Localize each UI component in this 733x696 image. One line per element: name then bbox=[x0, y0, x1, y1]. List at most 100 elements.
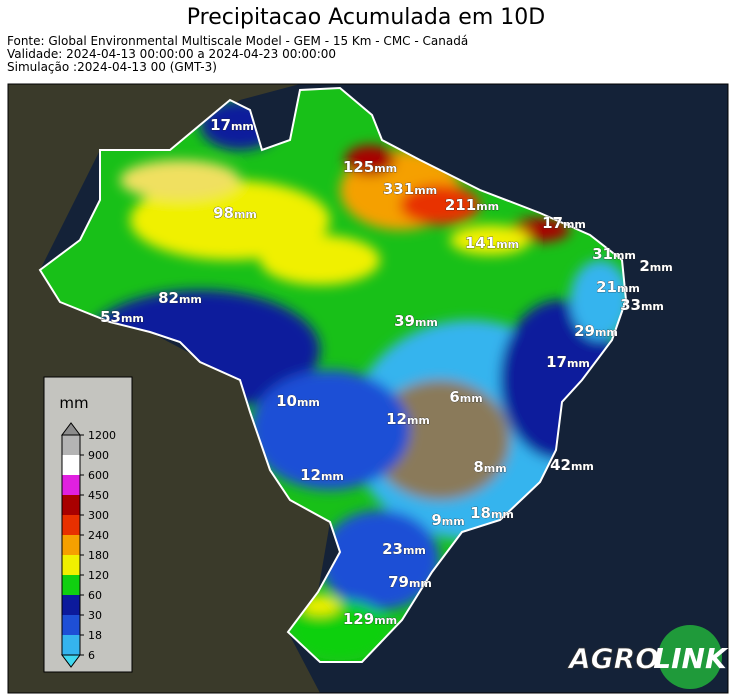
rain-value: 21 bbox=[596, 278, 617, 296]
rain-unit: mm bbox=[374, 162, 397, 175]
tick-label: 120 bbox=[88, 569, 109, 582]
rain-label: 39mm bbox=[394, 312, 438, 330]
rain-label: 42mm bbox=[550, 456, 594, 474]
rain-label: 331mm bbox=[383, 180, 437, 198]
rain-label: 9mm bbox=[431, 511, 464, 529]
rain-value: 6 bbox=[449, 388, 459, 406]
rain-unit: mm bbox=[409, 577, 432, 590]
rain-value: 23 bbox=[382, 540, 403, 558]
rain-value: 12 bbox=[300, 466, 321, 484]
color-band bbox=[62, 575, 80, 595]
rain-unit: mm bbox=[179, 293, 202, 306]
rain-value: 18 bbox=[470, 504, 491, 522]
color-band bbox=[62, 615, 80, 635]
rain-label: 29mm bbox=[574, 322, 618, 340]
rain-unit: mm bbox=[297, 396, 320, 409]
legend-title: mm bbox=[59, 394, 88, 412]
rain-value: 33 bbox=[620, 296, 641, 314]
tick-label: 240 bbox=[88, 529, 109, 542]
rain-label: 12mm bbox=[386, 410, 430, 428]
color-band bbox=[62, 495, 80, 515]
legend-box bbox=[43, 376, 133, 673]
rain-unit: mm bbox=[571, 460, 594, 473]
color-band bbox=[62, 555, 80, 575]
legend: mm 6 18 30 60 120 180 240 300 450 600 900 1200 bbox=[43, 376, 133, 673]
rain-value: 8 bbox=[473, 458, 483, 476]
rain-label: 17mm bbox=[546, 353, 590, 371]
rain-value: 39 bbox=[394, 312, 415, 330]
rain-value: 79 bbox=[388, 573, 409, 591]
tick-label: 6 bbox=[88, 649, 95, 662]
rain-value: 98 bbox=[213, 204, 234, 222]
rain-value: 211 bbox=[445, 196, 476, 214]
rain-unit: mm bbox=[496, 238, 519, 251]
rain-value: 31 bbox=[592, 245, 613, 263]
rain-unit: mm bbox=[403, 544, 426, 557]
rain-value: 17 bbox=[542, 214, 563, 232]
rain-value: 10 bbox=[276, 392, 297, 410]
tick-label: 30 bbox=[88, 609, 102, 622]
color-band bbox=[62, 535, 80, 555]
color-band bbox=[62, 475, 80, 495]
rain-value: 129 bbox=[343, 610, 374, 628]
rain-value: 2 bbox=[639, 257, 649, 275]
logo: AGRO LINK bbox=[567, 625, 729, 689]
rain-value: 141 bbox=[465, 234, 496, 252]
rain-label: 23mm bbox=[382, 540, 426, 558]
rain-unit: mm bbox=[491, 508, 514, 521]
rain-unit: mm bbox=[595, 326, 618, 339]
rain-label: 82mm bbox=[158, 289, 202, 307]
colorbar-frame bbox=[61, 434, 81, 656]
rain-label: 6mm bbox=[449, 388, 482, 406]
rain-unit: mm bbox=[650, 261, 673, 274]
rain-unit: mm bbox=[641, 300, 664, 313]
rain-unit: mm bbox=[374, 614, 397, 627]
rain-label: 17mm bbox=[542, 214, 586, 232]
rain-label: 53mm bbox=[100, 308, 144, 326]
rain-label: 17mm bbox=[210, 116, 254, 134]
rain-value: 82 bbox=[158, 289, 179, 307]
logo-right: LINK bbox=[653, 642, 729, 675]
info-line: Simulação :2024-04-13 00 (GMT-3) bbox=[7, 60, 217, 74]
rain-unit: mm bbox=[617, 282, 640, 295]
rain-unit: mm bbox=[484, 462, 507, 475]
color-band bbox=[62, 455, 80, 475]
tick-label: 450 bbox=[88, 489, 109, 502]
logo-left: AGRO bbox=[567, 642, 659, 675]
rain-unit: mm bbox=[442, 515, 465, 528]
rain-unit: mm bbox=[460, 392, 483, 405]
tick-label: 1200 bbox=[88, 429, 116, 442]
rain-value: 53 bbox=[100, 308, 121, 326]
tick-label: 900 bbox=[88, 449, 109, 462]
logo-circle bbox=[658, 625, 722, 689]
rain-unit: mm bbox=[407, 414, 430, 427]
rain-unit: mm bbox=[231, 120, 254, 133]
color-band bbox=[62, 635, 80, 655]
rain-value: 12 bbox=[386, 410, 407, 428]
tick-label: 18 bbox=[88, 629, 102, 642]
rain-value: 331 bbox=[383, 180, 414, 198]
rain-label: 33mm bbox=[620, 296, 664, 314]
rain-label: 10mm bbox=[276, 392, 320, 410]
map-frame bbox=[7, 83, 729, 694]
rain-label: 79mm bbox=[388, 573, 432, 591]
color-band bbox=[62, 595, 80, 615]
rain-value: 17 bbox=[210, 116, 231, 134]
rain-unit: mm bbox=[415, 316, 438, 329]
rain-value: 125 bbox=[343, 158, 374, 176]
rain-unit: mm bbox=[563, 218, 586, 231]
rain-label: 12mm bbox=[300, 466, 344, 484]
tick-label: 600 bbox=[88, 469, 109, 482]
rain-value: 17 bbox=[546, 353, 567, 371]
tick-label: 300 bbox=[88, 509, 109, 522]
info-line: Fonte: Global Environmental Multiscale M… bbox=[7, 34, 468, 48]
rain-unit: mm bbox=[476, 200, 499, 213]
rain-label: 125mm bbox=[343, 158, 397, 176]
rain-unit: mm bbox=[121, 312, 144, 325]
rain-unit: mm bbox=[567, 357, 590, 370]
info-line: Validade: 2024-04-13 00:00:00 a 2024-04-… bbox=[7, 47, 336, 61]
tick-label: 180 bbox=[88, 549, 109, 562]
rain-label: 18mm bbox=[470, 504, 514, 522]
color-band bbox=[62, 435, 80, 455]
